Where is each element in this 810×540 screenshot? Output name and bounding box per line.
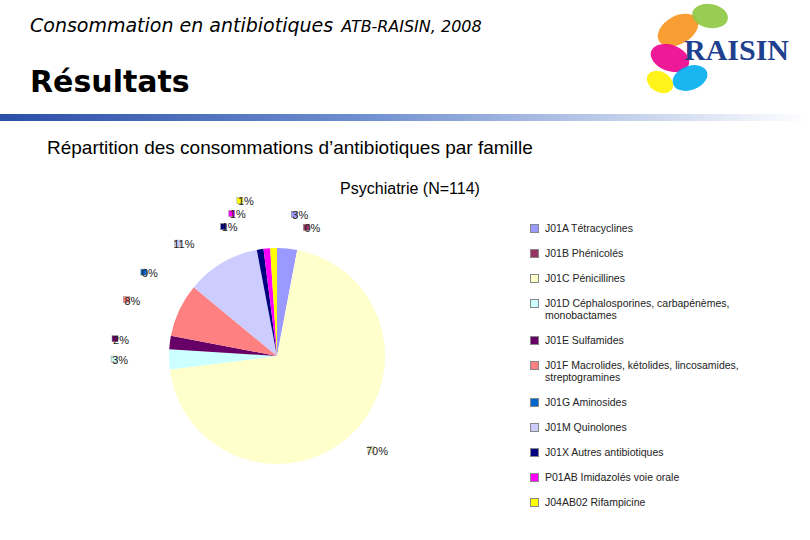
html-text:Consommation en antibiotiques: Consommation en antibiotiques ATB-RAISIN… <box>30 14 482 36</box>
svg-text:1%: 1% <box>238 195 254 207</box>
svg-text:11%: 11% <box>173 238 194 250</box>
svg-text:3%: 3% <box>292 209 308 221</box>
html-text:J04AB02 Rifampicine: J04AB02 Rifampicine <box>545 496 646 508</box>
html-text:Psychiatrie (N=114): Psychiatrie (N=114) <box>340 180 480 197</box>
html-text:J01X Autres antibiotiques: J01X Autres antibiotiques <box>545 446 664 458</box>
html-text:Résultats: Résultats <box>30 64 190 99</box>
html-text:J01A Tétracyclines: J01A Tétracyclines <box>545 222 633 234</box>
svg-text:0%: 0% <box>142 267 158 279</box>
html-text:J01G Aminosides: J01G Aminosides <box>545 396 627 408</box>
html-text:P01AB Imidazolés voie orale: P01AB Imidazolés voie orale <box>545 471 680 483</box>
html-text:J01E Sulfamides: J01E Sulfamides <box>545 334 624 346</box>
svg-text:8%: 8% <box>124 294 140 306</box>
html-text:J01B Phénicolés: J01B Phénicolés <box>545 247 624 259</box>
html-text:J01D Céphalosporines, carbapén: J01D Céphalosporines, carbapénèmes, mono… <box>545 297 730 321</box>
html-text:J01M Quinolones: J01M Quinolones <box>545 421 627 433</box>
html-text:J01C Pénicillines: J01C Pénicillines <box>545 272 625 284</box>
html-text:Répartition des consommations: Répartition des consommations d’antibiot… <box>47 137 533 158</box>
svg-text:2%: 2% <box>113 334 129 346</box>
svg-text:0%: 0% <box>304 222 320 234</box>
svg-text:3%: 3% <box>112 354 128 366</box>
svg-text:1%: 1% <box>222 221 238 233</box>
svg-text:RAISIN: RAISIN <box>684 33 789 66</box>
svg-text:70%: 70% <box>366 445 388 457</box>
svg-text:1%: 1% <box>230 208 246 220</box>
html-text:J01F Macrolides, kétolides, li: J01F Macrolides, kétolides, lincosamides… <box>545 359 739 383</box>
